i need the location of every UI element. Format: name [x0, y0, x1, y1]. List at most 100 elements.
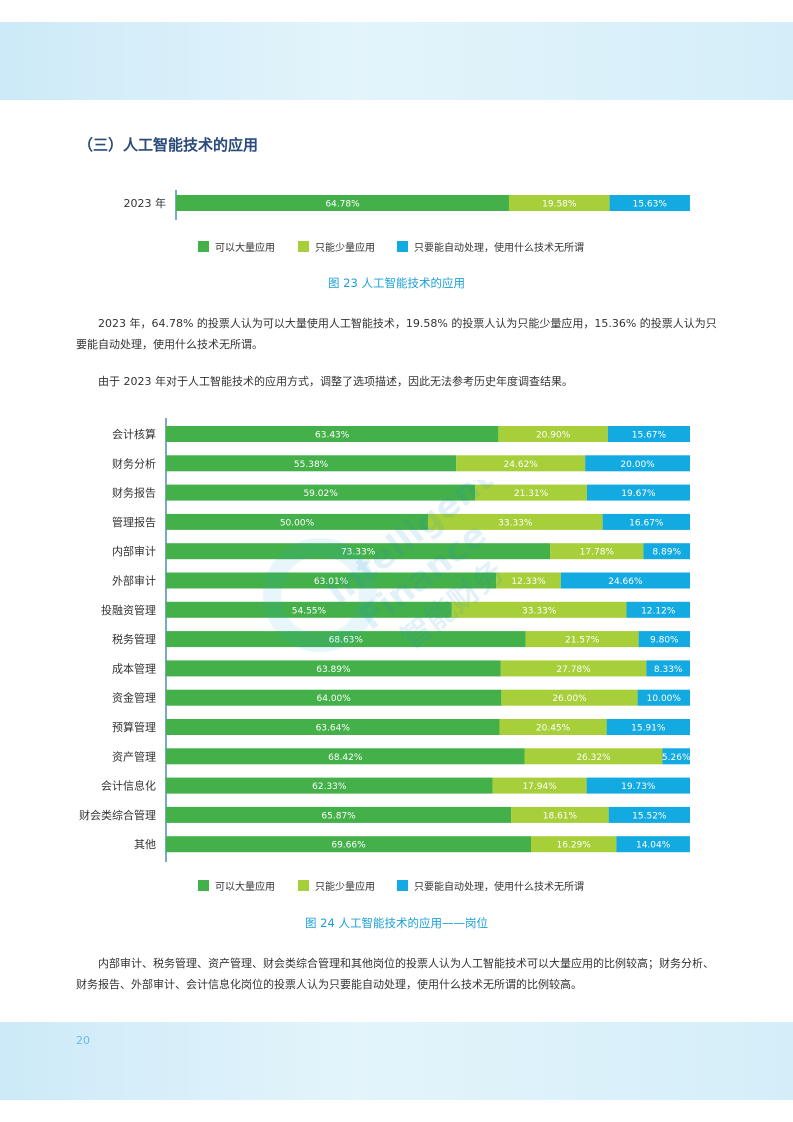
bar-segment	[492, 777, 587, 794]
bar-segment	[166, 660, 501, 677]
category-label: 2023 年	[124, 196, 167, 210]
bar-segment	[166, 426, 499, 442]
legend-label: 只能少量应用	[315, 241, 375, 254]
category-label: 资金管理	[112, 691, 156, 705]
bar-segment	[531, 836, 617, 853]
bar-segment	[607, 426, 690, 442]
bar-segment	[166, 806, 512, 823]
data-label: 24.66%	[608, 577, 643, 587]
bar-segment	[501, 689, 638, 706]
bar-segment	[608, 806, 690, 823]
data-label: 16.67%	[629, 518, 664, 528]
category-label: 税务管理	[112, 632, 156, 646]
bar-segment	[166, 631, 526, 648]
bar-segment	[428, 513, 603, 530]
category-label: 会计核算	[112, 427, 156, 441]
data-label: 63.43%	[315, 431, 350, 441]
data-label: 27.78%	[556, 665, 591, 675]
legend-label: 可以大量应用	[215, 241, 275, 254]
bar-segment	[511, 806, 609, 823]
bar-segment	[643, 543, 690, 560]
bar-segment	[586, 484, 690, 501]
data-label: 26.32%	[576, 753, 611, 763]
bar-segment	[525, 631, 639, 648]
legend-label: 只要能自动处理，使用什么技术无所谓	[414, 241, 584, 254]
data-label: 63.89%	[316, 665, 351, 675]
data-label: 17.78%	[580, 548, 615, 558]
data-label: 73.33%	[341, 548, 376, 558]
data-label: 9.80%	[650, 636, 679, 646]
data-label: 21.31%	[514, 489, 549, 499]
bar-segment	[662, 748, 690, 765]
chart-fig23: 2023 年 64.78% 19.58% 15.63% 可以大量应用 只能少量应用 只要能自…	[124, 190, 690, 254]
data-label: 19.67%	[621, 489, 656, 499]
category-label: 成本管理	[112, 661, 156, 675]
category-label: 会计信息化	[101, 779, 156, 793]
data-label: 5.26%	[662, 753, 691, 763]
bar-segment	[176, 195, 509, 211]
bar-segment	[166, 836, 532, 853]
data-label: 63.64%	[316, 724, 351, 734]
category-label: 预算管理	[112, 720, 156, 734]
legend-swatch	[397, 880, 408, 891]
bar-segment	[475, 484, 587, 501]
data-label: 64.00%	[317, 694, 352, 704]
bar-segment	[609, 195, 690, 211]
bar-segment	[166, 455, 457, 472]
data-label: 21.57%	[565, 636, 600, 646]
bar-segment	[166, 572, 497, 589]
bar-segment	[166, 777, 493, 794]
header-band	[0, 22, 793, 100]
data-label: 65.87%	[321, 811, 356, 821]
data-label: 20.90%	[536, 431, 571, 441]
data-label: 20.00%	[620, 460, 655, 470]
bar-segment	[616, 836, 690, 853]
data-label: 20.45%	[536, 724, 571, 734]
category-label: 资产管理	[112, 749, 156, 763]
paragraph-2: 由于 2023 年对于人工智能技术的应用方式，调整了选项描述，因此无法参考历史年…	[98, 375, 573, 388]
bar-segment	[498, 426, 608, 442]
bar-segment	[166, 748, 525, 765]
bar-segment	[550, 543, 644, 560]
bar-segment	[451, 601, 627, 618]
data-label: 15.91%	[631, 724, 666, 734]
bar-segment	[166, 689, 502, 706]
fig24-caption: 图 24 人工智能技术的应用——岗位	[305, 916, 488, 930]
data-label: 63.01%	[314, 577, 349, 587]
page-number: 20	[76, 1034, 90, 1047]
data-label: 68.42%	[328, 753, 363, 763]
data-label: 19.73%	[621, 782, 656, 792]
bar-segment	[637, 689, 690, 706]
data-label: 15.63%	[633, 200, 668, 210]
category-label: 财务分析	[112, 456, 156, 470]
bar-segment	[626, 601, 690, 618]
legend-label: 只要能自动处理，使用什么技术无所谓	[414, 880, 584, 893]
bar-segment	[585, 455, 690, 472]
bar-segment	[499, 719, 607, 735]
legend-swatch	[298, 241, 309, 252]
legend-label: 可以大量应用	[215, 880, 275, 893]
bar-segment	[166, 601, 452, 618]
paragraph-1: 2023 年，64.78% 的投票人认为可以大量使用人工智能技术，19.58% …	[76, 317, 717, 351]
bar-segment	[602, 513, 690, 530]
category-label: 外部审计	[112, 574, 156, 588]
category-label: 其他	[134, 838, 156, 851]
data-label: 55.38%	[294, 460, 329, 470]
data-label: 14.04%	[636, 841, 671, 851]
data-label: 50.00%	[280, 518, 315, 528]
data-label: 15.67%	[632, 431, 667, 441]
bar-segment	[524, 748, 663, 765]
legend-label: 只能少量应用	[315, 880, 375, 893]
bar-segment	[560, 572, 690, 589]
fig23-caption: 图 23 人工智能技术的应用	[328, 276, 465, 290]
bar-segment	[456, 455, 586, 472]
data-label: 26.00%	[552, 694, 587, 704]
legend-swatch	[198, 880, 209, 891]
data-label: 68.63%	[329, 636, 364, 646]
category-label: 管理报告	[112, 515, 156, 529]
bar-segment	[646, 660, 690, 677]
paragraph-3: 内部审计、税务管理、资产管理、财会类综合管理和其他岗位的投票人认为人工智能技术可…	[76, 957, 714, 991]
bar-segment	[500, 660, 647, 677]
data-label: 54.55%	[292, 606, 327, 616]
data-label: 12.12%	[641, 606, 676, 616]
